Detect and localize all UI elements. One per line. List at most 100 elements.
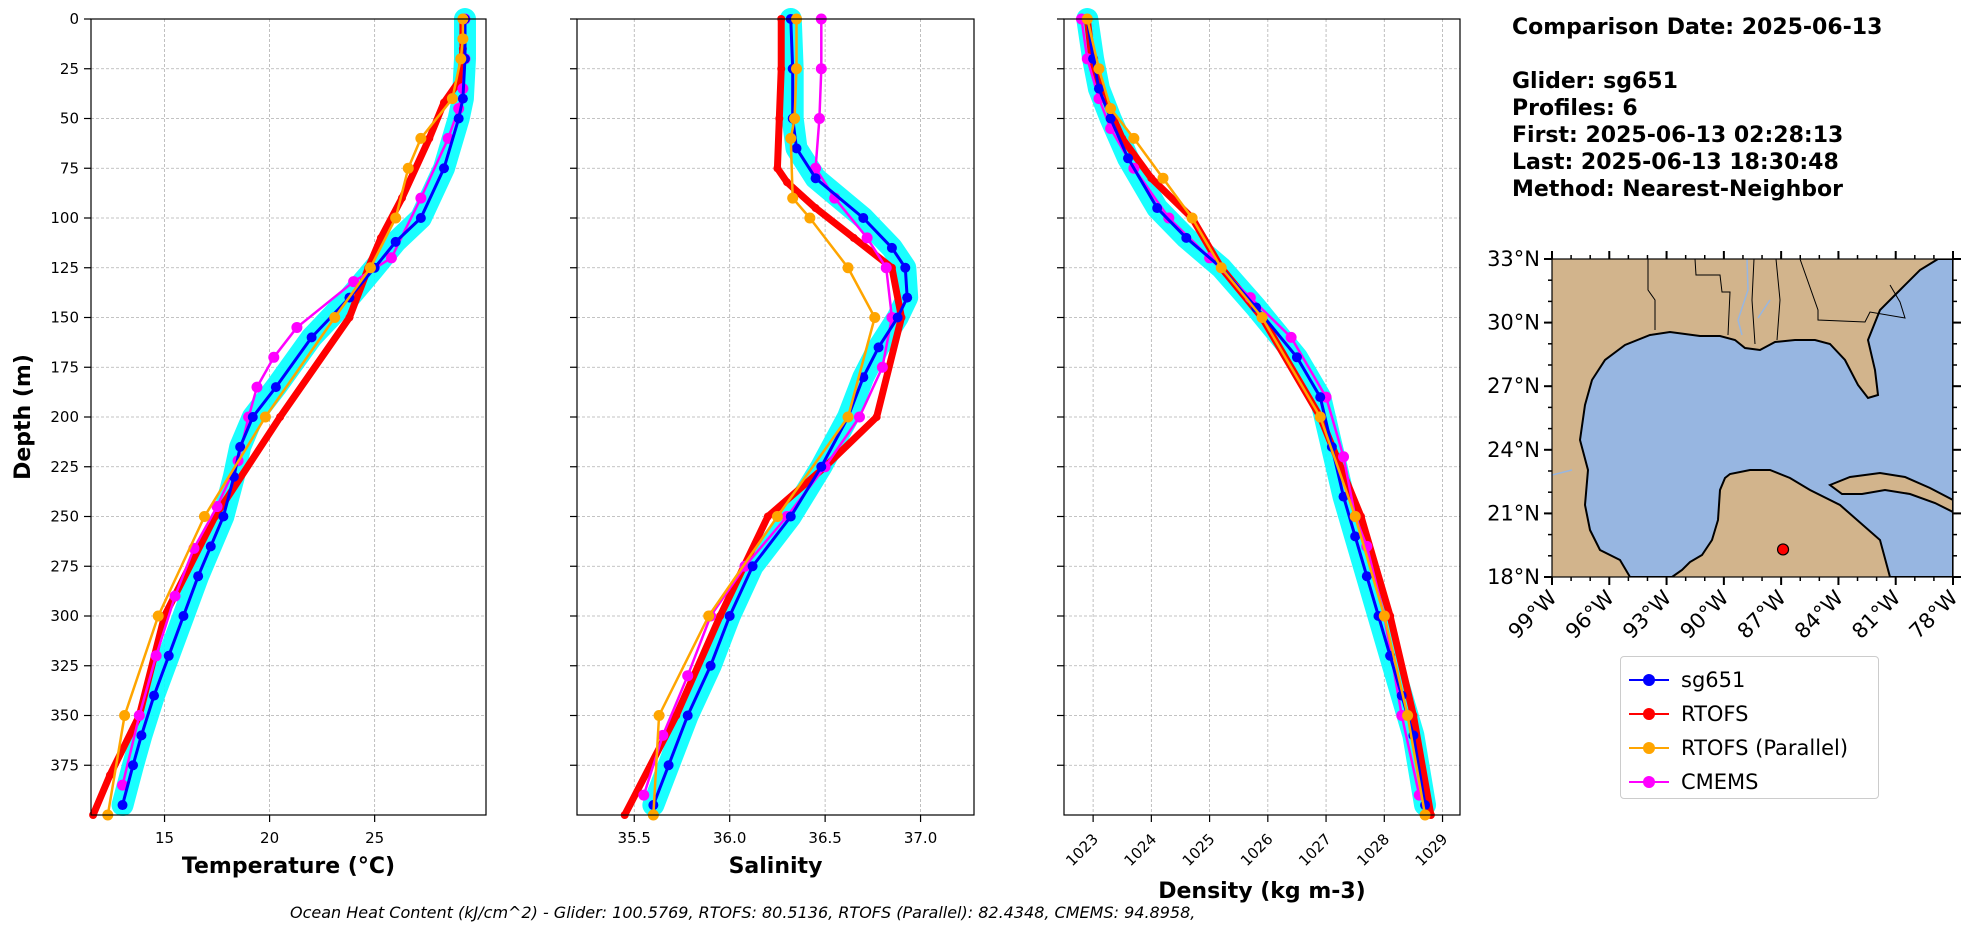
- data-point-sg651: [218, 511, 229, 522]
- map-cuba: [1827, 471, 1953, 514]
- map-rivers: [1552, 259, 1771, 476]
- data-point-rtofs: [105, 771, 114, 780]
- data-point-sg651: [705, 660, 716, 671]
- data-point-cmems: [638, 789, 650, 801]
- data-point-rtofs-parallel-: [259, 411, 271, 423]
- data-point-sg651: [902, 292, 913, 303]
- lat-tick-label: 27°N: [1487, 374, 1540, 398]
- data-point-sg651: [724, 611, 735, 621]
- data-point-cmems: [1338, 451, 1350, 463]
- data-point-cmems: [169, 590, 181, 602]
- x-tick-label: 36.5: [808, 829, 841, 847]
- map-ocean: [1578, 259, 1953, 577]
- data-point-cmems: [810, 162, 822, 174]
- y-tick-label: 375: [50, 756, 79, 774]
- lon-tick-label: 84°W: [1790, 585, 1848, 643]
- data-point-rtofs: [775, 114, 784, 123]
- data-point-sg651: [747, 561, 758, 572]
- data-point-sg651: [858, 372, 869, 383]
- data-point-rtofs-parallel-: [119, 710, 131, 721]
- data-point-rtofs: [376, 233, 385, 242]
- legend-swatch: [1629, 707, 1669, 721]
- lat-tick-label: 24°N: [1487, 438, 1540, 462]
- data-point-rtofs-parallel-: [1256, 312, 1268, 323]
- data-point-rtofs-parallel-: [1093, 63, 1105, 75]
- data-point-rtofs-parallel-: [329, 312, 341, 323]
- data-point-cmems: [385, 252, 397, 264]
- data-point-sg651: [785, 511, 796, 522]
- data-point-sg651: [205, 541, 216, 552]
- data-point-rtofs: [439, 98, 448, 107]
- comparison-info: Comparison Date: 2025-06-13 Glider: sg65…: [1512, 14, 1882, 203]
- y-tick-label: 225: [50, 458, 79, 476]
- profile-count: Profiles: 6: [1512, 96, 1638, 121]
- data-point-rtofs-parallel-: [198, 511, 210, 522]
- series-line-cmems: [1080, 18, 1421, 796]
- data-point-cmems: [876, 361, 888, 373]
- x-tick-label: 1027: [1295, 830, 1335, 870]
- data-point-sg651: [1123, 153, 1134, 164]
- data-point-rtofs: [849, 233, 858, 242]
- series-line-sg651: [121, 19, 467, 806]
- temperature-panel: 0 25 50 75 100 125 150 175 200 225 250 275 300 325 350…: [11, 8, 487, 879]
- data-point-sg651: [178, 611, 189, 621]
- data-point-rtofs-parallel-: [1314, 411, 1326, 423]
- data-point-sg651: [136, 730, 147, 741]
- legend-item-rtofs: RTOFS: [1629, 697, 1870, 731]
- data-point-cmems: [348, 276, 360, 288]
- x-axis-label: Salinity: [729, 854, 823, 879]
- series-line-rtofs-parallel-: [106, 19, 465, 816]
- lon-tick-label: 81°W: [1847, 585, 1905, 643]
- data-point-rtofs: [276, 413, 285, 421]
- data-point-sg651: [247, 412, 258, 422]
- data-point-sg651: [163, 650, 174, 661]
- data-point-cmems: [117, 779, 129, 791]
- map-frame: [1551, 258, 1954, 578]
- legend-item-sg651: sg651: [1629, 663, 1870, 697]
- density-panel: 1023 1024 1025 1026 1027 1028 1029 Density (kg …: [1057, 8, 1461, 904]
- y-tick-label: 325: [50, 657, 79, 675]
- y-tick-label: 150: [50, 309, 79, 327]
- legend-item-rtofs-parallel: RTOFS (Parallel): [1629, 731, 1870, 765]
- data-point-rtofs-parallel-: [653, 710, 665, 721]
- data-point-sg651: [1093, 83, 1104, 94]
- data-point-rtofs: [773, 164, 782, 173]
- data-point-cmems: [880, 262, 892, 274]
- data-point-cmems: [682, 670, 694, 682]
- y-tick-label: 275: [50, 557, 79, 575]
- data-point-sg651: [149, 690, 160, 701]
- data-point-sg651: [1152, 203, 1163, 214]
- data-point-sg651: [1105, 113, 1116, 124]
- x-tick-label: 1023: [1062, 830, 1102, 870]
- data-point-rtofs-parallel-: [703, 610, 715, 622]
- data-point-sg651: [457, 93, 468, 104]
- data-point-rtofs-parallel-: [457, 33, 469, 45]
- data-point-cmems: [133, 710, 145, 721]
- data-point-cmems: [150, 650, 162, 662]
- data-point-rtofs-parallel-: [869, 312, 881, 323]
- data-point-sg651: [453, 113, 464, 124]
- y-tick-label: 50: [60, 110, 79, 128]
- data-point-rtofs: [716, 612, 725, 620]
- legend-label: RTOFS (Parallel): [1681, 736, 1849, 760]
- data-point-cmems: [251, 381, 263, 393]
- data-point-sg651: [663, 760, 674, 771]
- y-axis-label: Depth (m): [11, 354, 36, 480]
- data-point-sg651: [193, 571, 204, 582]
- glider-spread-band: [111, 8, 476, 817]
- data-point-rtofs-parallel-: [804, 212, 816, 224]
- data-point-sg651: [682, 710, 693, 721]
- x-tick-label: 1025: [1179, 830, 1219, 870]
- data-point-rtofs: [345, 313, 354, 322]
- x-tick-label: 36.0: [713, 829, 746, 847]
- legend-swatch: [1629, 673, 1669, 687]
- data-point-sg651: [128, 760, 139, 771]
- data-point-cmems: [853, 411, 865, 423]
- data-point-rtofs-parallel-: [771, 511, 783, 522]
- legend: sg651 RTOFS RTOFS (Parallel) CMEMS: [1620, 656, 1879, 799]
- data-point-rtofs: [777, 64, 786, 73]
- data-point-rtofs-parallel-: [390, 212, 402, 224]
- lon-tick-label: 99°W: [1504, 585, 1562, 643]
- salinity-panel: 35.5 36.0 36.5 37.0 Salinity: [570, 8, 975, 879]
